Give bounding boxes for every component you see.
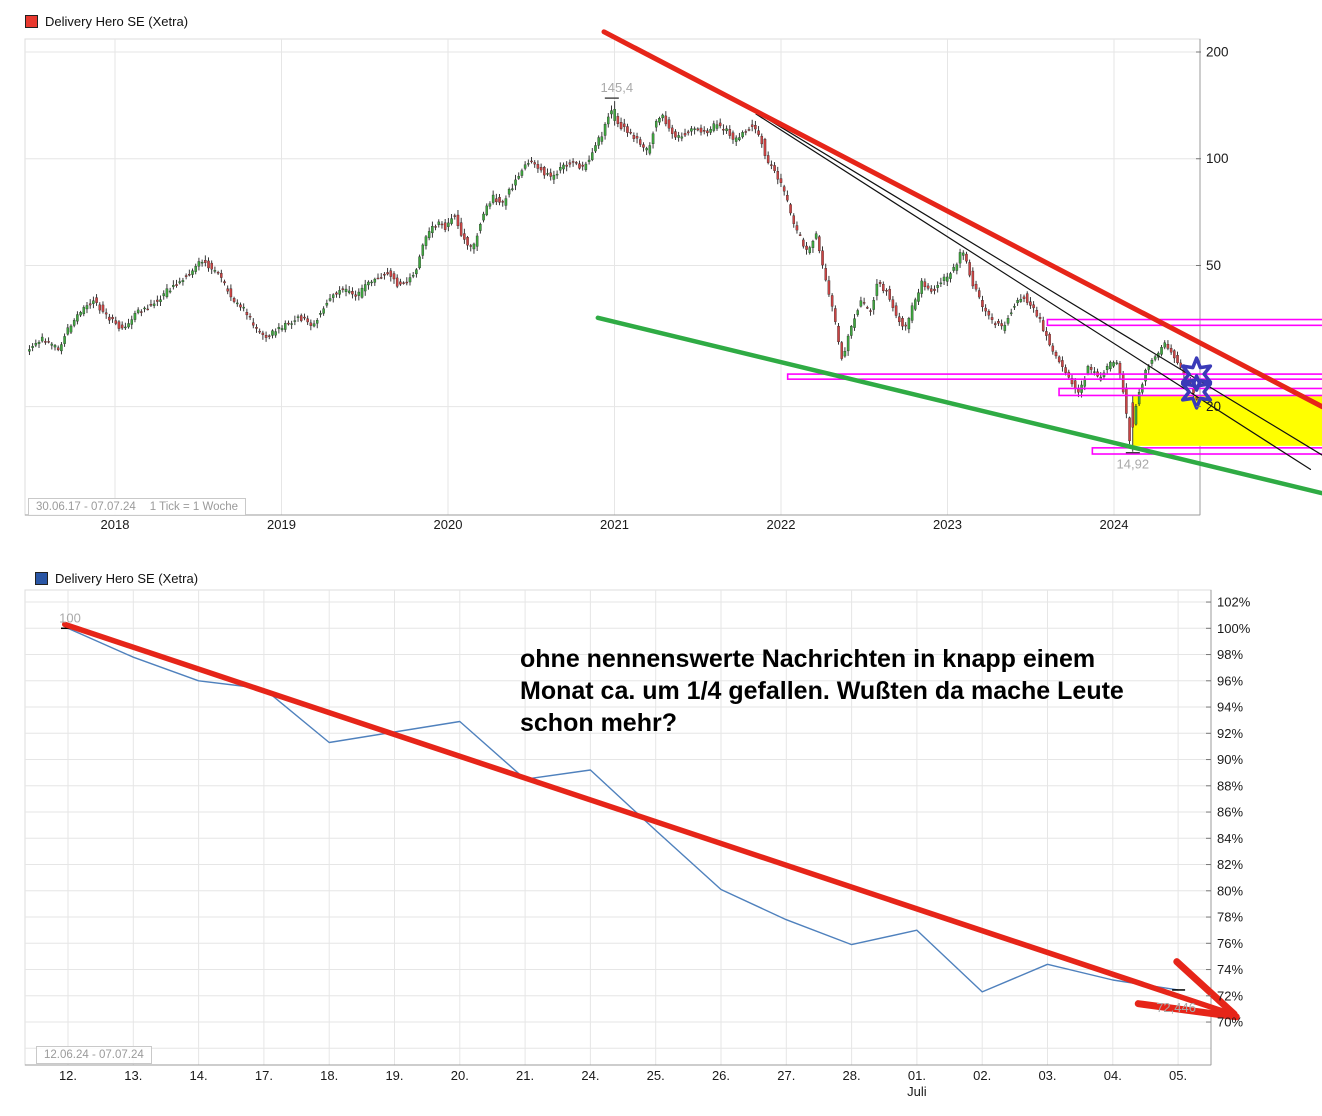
svg-text:28.: 28. bbox=[843, 1068, 861, 1083]
svg-text:78%: 78% bbox=[1217, 910, 1243, 925]
svg-text:21.: 21. bbox=[516, 1068, 534, 1083]
svg-text:2022: 2022 bbox=[767, 517, 796, 532]
svg-text:94%: 94% bbox=[1217, 700, 1243, 715]
svg-text:102%: 102% bbox=[1217, 595, 1251, 610]
bottom-chart-legend: Delivery Hero SE (Xetra) bbox=[35, 571, 198, 586]
svg-text:2024: 2024 bbox=[1100, 517, 1129, 532]
top-chart-tick-note: 1 Tick = 1 Woche bbox=[149, 501, 239, 513]
svg-text:17.: 17. bbox=[255, 1068, 273, 1083]
svg-text:2021: 2021 bbox=[600, 517, 629, 532]
svg-text:14.: 14. bbox=[190, 1068, 208, 1083]
svg-text:20.: 20. bbox=[451, 1068, 469, 1083]
svg-text:12.: 12. bbox=[59, 1068, 77, 1083]
svg-text:70%: 70% bbox=[1217, 1015, 1243, 1030]
svg-text:26.: 26. bbox=[712, 1068, 730, 1083]
legend-swatch-blue-icon bbox=[35, 572, 48, 585]
svg-text:72,446: 72,446 bbox=[1156, 1000, 1196, 1015]
svg-text:88%: 88% bbox=[1217, 778, 1243, 793]
top-chart-date-range: 30.06.17 - 07.07.24 bbox=[36, 501, 136, 513]
top-chart-period-box: 30.06.17 - 07.07.24 1 Tick = 1 Woche bbox=[28, 498, 247, 516]
svg-text:98%: 98% bbox=[1217, 647, 1243, 662]
top-chart-legend: Delivery Hero SE (Xetra) bbox=[25, 14, 188, 29]
svg-text:24.: 24. bbox=[581, 1068, 599, 1083]
top-chart-legend-label: Delivery Hero SE (Xetra) bbox=[45, 14, 189, 29]
bottom-chart-date-range: 12.06.24 - 07.07.24 bbox=[44, 1049, 144, 1061]
svg-text:145,4: 145,4 bbox=[601, 80, 634, 95]
weekly-candlestick-chart: 145,4 14,92 200 100 50 20 2018 2019 2020 2021 2022… bbox=[24, 29, 1322, 532]
svg-text:01.: 01. bbox=[908, 1068, 926, 1083]
svg-text:2019: 2019 bbox=[267, 517, 296, 532]
svg-text:25.: 25. bbox=[647, 1068, 665, 1083]
svg-text:72%: 72% bbox=[1217, 988, 1243, 1003]
svg-text:05.: 05. bbox=[1169, 1068, 1187, 1083]
svg-text:74%: 74% bbox=[1217, 962, 1243, 977]
svg-text:2023: 2023 bbox=[933, 517, 962, 532]
svg-text:100%: 100% bbox=[1217, 621, 1251, 636]
svg-text:50: 50 bbox=[1206, 258, 1221, 273]
daily-percent-line-chart: 100 72,446 102% 100% 98% 96% 94% 92% 90% 88% 86% 84… bbox=[24, 589, 1251, 1099]
svg-text:03.: 03. bbox=[1038, 1068, 1056, 1083]
svg-text:84%: 84% bbox=[1217, 831, 1243, 846]
svg-text:2020: 2020 bbox=[434, 517, 463, 532]
svg-text:20: 20 bbox=[1206, 399, 1221, 414]
svg-text:100: 100 bbox=[1206, 151, 1229, 166]
bottom-chart-period-box: 12.06.24 - 07.07.24 bbox=[36, 1046, 152, 1064]
svg-text:27.: 27. bbox=[777, 1068, 795, 1083]
svg-text:92%: 92% bbox=[1217, 726, 1243, 741]
svg-text:82%: 82% bbox=[1217, 857, 1243, 872]
svg-text:200: 200 bbox=[1206, 45, 1229, 60]
svg-text:76%: 76% bbox=[1217, 936, 1243, 951]
svg-text:14,92: 14,92 bbox=[1117, 457, 1150, 472]
svg-text:100: 100 bbox=[59, 610, 81, 625]
svg-text:96%: 96% bbox=[1217, 673, 1243, 688]
svg-text:18.: 18. bbox=[320, 1068, 338, 1083]
svg-text:02.: 02. bbox=[973, 1068, 991, 1083]
svg-text:80%: 80% bbox=[1217, 883, 1243, 898]
svg-text:13.: 13. bbox=[124, 1068, 142, 1083]
bottom-chart-legend-label: Delivery Hero SE (Xetra) bbox=[55, 571, 199, 586]
svg-text:86%: 86% bbox=[1217, 805, 1243, 820]
svg-text:04.: 04. bbox=[1104, 1068, 1122, 1083]
commentary-annotation: ohne nennenswerte Nachrichten in knapp e… bbox=[520, 645, 1124, 737]
svg-text:90%: 90% bbox=[1217, 752, 1243, 767]
svg-text:Juli: Juli bbox=[907, 1084, 927, 1099]
svg-text:19.: 19. bbox=[385, 1068, 403, 1083]
legend-swatch-red-icon bbox=[25, 15, 38, 28]
svg-text:2018: 2018 bbox=[101, 517, 130, 532]
